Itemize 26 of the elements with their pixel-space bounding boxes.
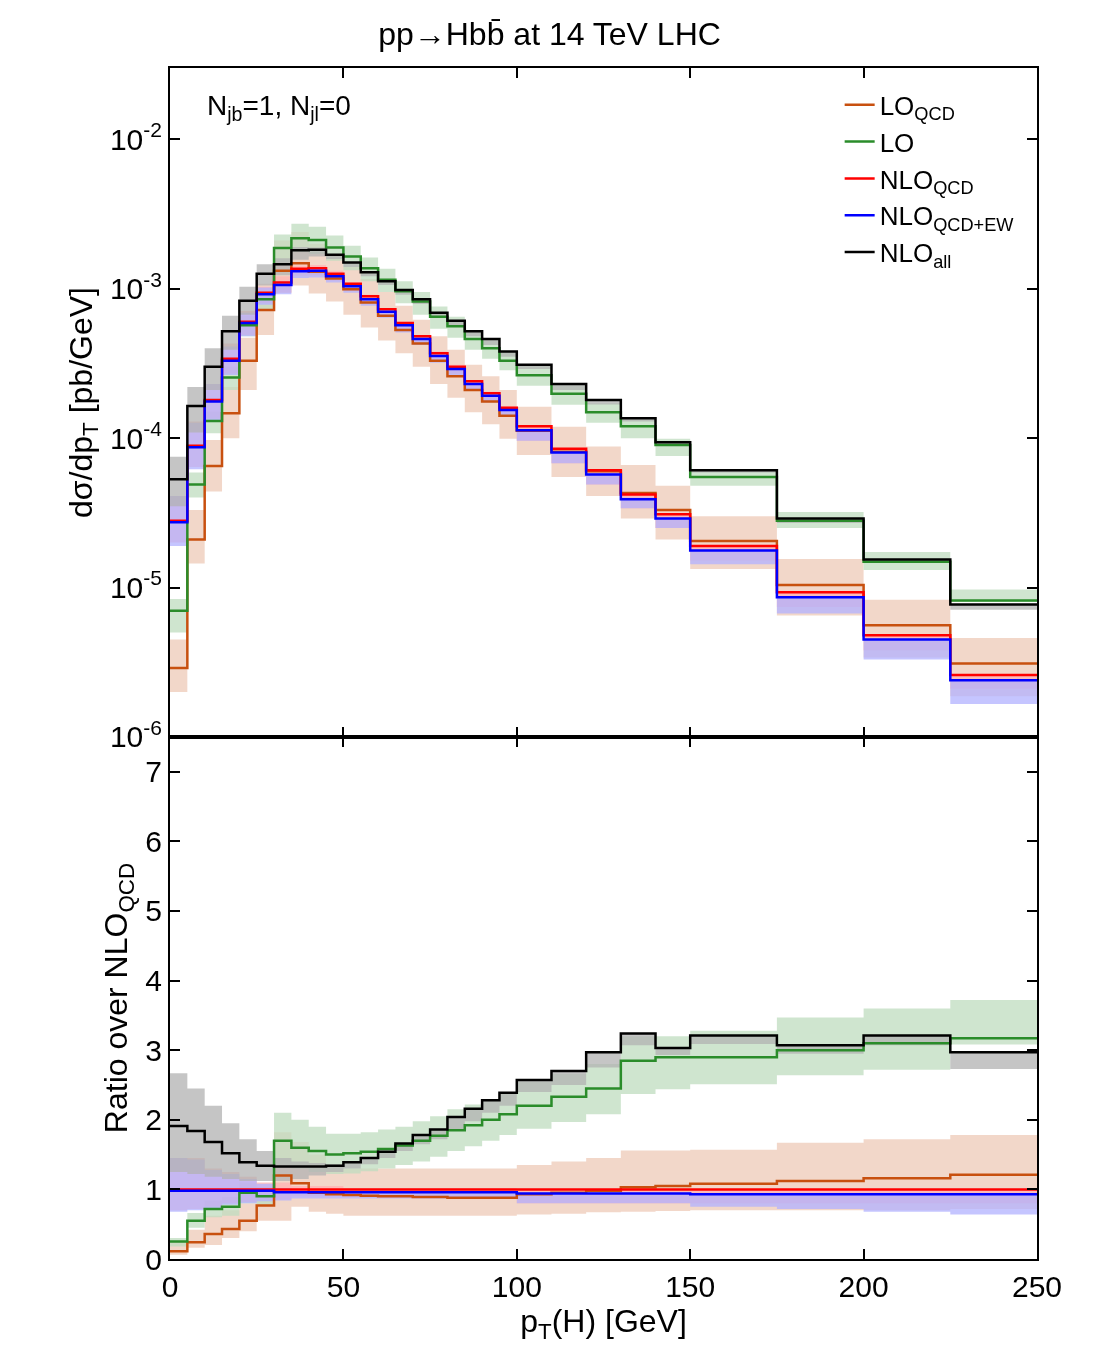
x-tick-label: 100 — [491, 1270, 542, 1303]
legend-label: LO — [879, 127, 915, 158]
y-tick-label: 0 — [145, 1242, 162, 1276]
x-tick-label: 250 — [1011, 1270, 1063, 1303]
y-tick-label: 1 — [145, 1172, 162, 1206]
y-tick-label: 5 — [145, 894, 162, 928]
x-axis-title: p$_{T}$(H) [GeV] — [520, 1303, 687, 1344]
annotation: N$_{jb}$=1, N$_{jl}$=0 — [207, 90, 351, 125]
legend-label: NLO$_{all}$ — [879, 238, 952, 272]
y-tick-label: 10$^{-4}$ — [109, 417, 163, 455]
chart-title: pp→Hbb̄ at 14 TeV LHC — [378, 16, 721, 53]
y-tick-label: 7 — [145, 755, 162, 789]
y-tick-label: 3 — [145, 1033, 162, 1067]
legend-label: LO$_{QCD}$ — [879, 90, 955, 125]
y-tick-label: 10$^{-6}$ — [109, 715, 162, 754]
x-tick-label: 150 — [665, 1270, 716, 1303]
x-tick-label: 200 — [838, 1270, 889, 1303]
y-tick-label: 10$^{-5}$ — [109, 566, 162, 605]
y-tick-label: 10$^{-2}$ — [109, 118, 162, 156]
y-tick-label: 6 — [145, 824, 162, 858]
x-tick-label: 50 — [326, 1270, 361, 1303]
y-tick-label: 4 — [145, 964, 162, 998]
y-tick-label: 2 — [145, 1103, 162, 1137]
legend-label: NLO$_{QCD+EW}$ — [879, 201, 1015, 235]
legend-label: NLO$_{QCD}$ — [879, 164, 974, 198]
y-tick-label: 10$^{-3}$ — [109, 267, 162, 306]
